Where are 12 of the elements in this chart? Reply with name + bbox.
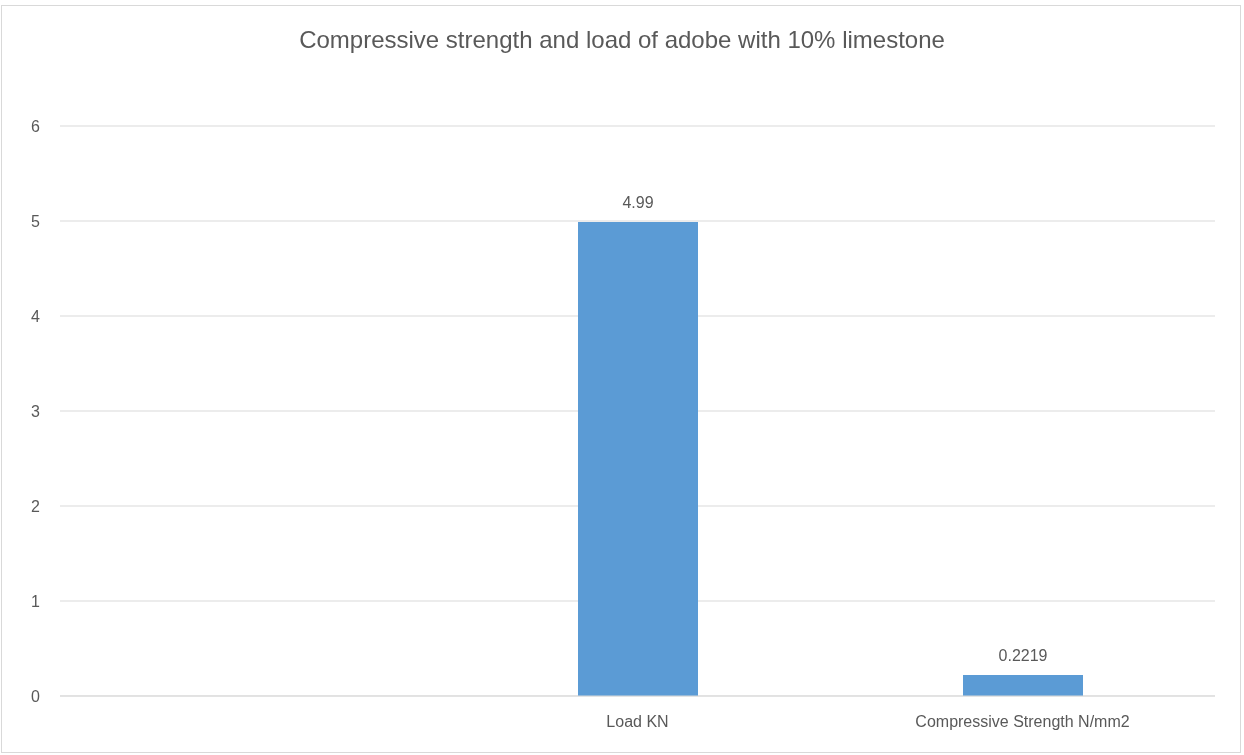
y-tick-label: 3 <box>31 402 41 420</box>
x-tick-label: Compressive Strength N/mm2 <box>915 713 1130 731</box>
y-tick-label: 5 <box>31 212 41 230</box>
data-label: 0.2219 <box>998 646 1048 664</box>
y-tick-label: 1 <box>31 592 41 610</box>
y-tick-label: 6 <box>31 117 41 135</box>
y-tick-label: 4 <box>31 307 41 325</box>
y-tick-label: 0 <box>31 687 41 705</box>
data-label: 4.99 <box>622 193 654 211</box>
chart-title: Compressive strength and load of adobe with 10% limestone <box>298 26 946 54</box>
x-tick-label: Load KN <box>606 713 669 731</box>
y-tick-label: 2 <box>31 497 41 515</box>
